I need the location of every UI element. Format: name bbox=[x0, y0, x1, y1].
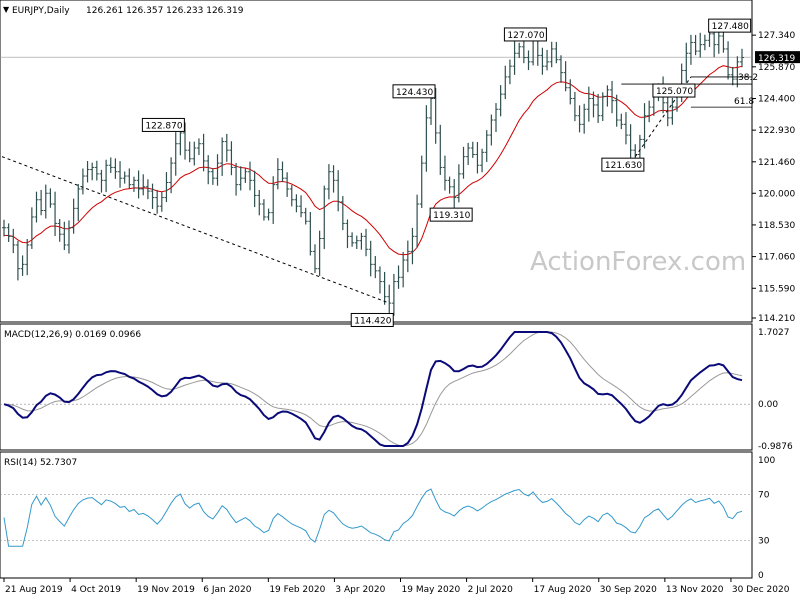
macd-tick-label: -0.9876 bbox=[758, 442, 793, 452]
price-label-box bbox=[708, 18, 752, 33]
date-tick-label: 30 Sep 2020 bbox=[600, 585, 657, 595]
price-tick-label: 120.000 bbox=[758, 189, 795, 199]
watermark: ActionForex.com bbox=[530, 247, 746, 277]
date-tick-label: 19 Feb 2020 bbox=[269, 585, 325, 595]
macd-title: MACD(12,26,9) 0.0169 0.0966 bbox=[4, 330, 141, 340]
price-label-box bbox=[652, 83, 696, 98]
up-trendline bbox=[634, 76, 692, 157]
axis-layer: 127.340 125.870 124.400 122.930 121.460 120.0… bbox=[3, 31, 800, 595]
date-tick-label: 19 May 2020 bbox=[402, 585, 461, 595]
price-layer bbox=[2, 24, 744, 316]
price-label: 121.630 bbox=[605, 161, 642, 171]
rsi-title: RSI(14) 52.7307 bbox=[4, 458, 77, 468]
chart-header: ▼ EURJPY,Daily 126.261 126.357 126.233 1… bbox=[3, 5, 244, 16]
rsi-tick-label: 30 bbox=[758, 537, 770, 547]
price-label-box bbox=[141, 117, 185, 132]
price-label: 124.430 bbox=[396, 88, 433, 98]
annotation-layer: 38.2 61.8 122.870 114.420 119.310 124.430 127.… bbox=[1, 18, 758, 327]
price-tick-label: 114.210 bbox=[758, 314, 795, 324]
ema-line bbox=[3, 65, 743, 256]
rsi-line bbox=[3, 488, 743, 547]
price-label: 127.480 bbox=[712, 22, 749, 32]
price-label-box bbox=[392, 84, 436, 99]
price-label: 127.070 bbox=[507, 31, 544, 41]
price-tick-label: 124.400 bbox=[758, 94, 795, 104]
price-tick-label: 122.930 bbox=[758, 126, 795, 136]
date-tick-label: 21 Aug 2019 bbox=[5, 585, 63, 595]
ohlc-readout: 126.261 126.357 126.233 126.319 bbox=[86, 6, 244, 16]
macd-signal-line bbox=[3, 331, 743, 447]
price-label-box bbox=[601, 157, 645, 172]
date-tick-label: 2 Jul 2020 bbox=[468, 585, 513, 595]
rsi-layer bbox=[0, 488, 752, 547]
macd-panel-frame bbox=[0, 323, 753, 451]
fib-label: 38.2 bbox=[738, 73, 758, 83]
rsi-tick-label: 0 bbox=[758, 571, 764, 581]
date-tick-label: 6 Jan 2020 bbox=[203, 585, 251, 595]
date-tick-label: 3 Apr 2020 bbox=[335, 585, 385, 595]
macd-tick-label: 0.00 bbox=[758, 400, 778, 410]
rsi-tick-label: 100 bbox=[758, 456, 775, 466]
macd-layer bbox=[0, 331, 752, 447]
rsi-panel-frame bbox=[0, 451, 753, 579]
macd-line bbox=[3, 331, 743, 447]
date-tick-label: 19 Nov 2019 bbox=[137, 585, 195, 595]
date-tick-label: 13 Nov 2020 bbox=[666, 585, 724, 595]
price-label-box bbox=[503, 27, 547, 42]
price-label: 122.870 bbox=[145, 121, 182, 131]
price-label: 125.070 bbox=[656, 87, 693, 97]
last-price-box bbox=[755, 51, 800, 64]
header-triangle-icon: ▼ bbox=[3, 5, 10, 14]
price-label: 114.420 bbox=[354, 316, 391, 326]
last-price-label: 126.319 bbox=[758, 54, 795, 64]
date-tick-label: 4 Oct 2019 bbox=[71, 585, 121, 595]
price-tick-label: 121.460 bbox=[758, 158, 795, 168]
date-tick-label: 30 Dec 2020 bbox=[732, 585, 790, 595]
macd-tick-label: 1.7027 bbox=[758, 328, 790, 338]
price-tick-label: 118.530 bbox=[758, 221, 795, 231]
price-label-box bbox=[429, 207, 473, 222]
symbol-label: EURJPY,Daily bbox=[12, 6, 70, 16]
price-tick-label: 127.340 bbox=[758, 31, 795, 41]
ema-layer bbox=[3, 65, 743, 256]
price-tick-label: 115.590 bbox=[758, 284, 795, 294]
price-tick-label: 125.870 bbox=[758, 63, 795, 73]
price-label: 119.310 bbox=[433, 211, 470, 221]
fib-label: 61.8 bbox=[734, 97, 754, 107]
price-label-box bbox=[350, 312, 394, 327]
rsi-tick-label: 70 bbox=[758, 491, 770, 501]
price-tick-label: 117.060 bbox=[758, 253, 795, 263]
date-tick-label: 17 Aug 2020 bbox=[534, 585, 592, 595]
